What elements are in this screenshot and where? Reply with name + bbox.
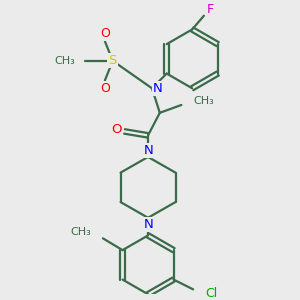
Text: CH₃: CH₃ xyxy=(193,96,214,106)
Text: S: S xyxy=(109,54,117,67)
Text: CH₃: CH₃ xyxy=(55,56,76,66)
Text: F: F xyxy=(206,3,213,16)
Text: O: O xyxy=(100,27,110,40)
Text: N: N xyxy=(144,144,154,157)
Text: CH₃: CH₃ xyxy=(70,227,91,238)
Text: O: O xyxy=(100,82,110,95)
Text: N: N xyxy=(153,82,163,95)
Text: Cl: Cl xyxy=(205,287,217,300)
Text: O: O xyxy=(111,123,122,136)
Text: N: N xyxy=(144,218,154,231)
